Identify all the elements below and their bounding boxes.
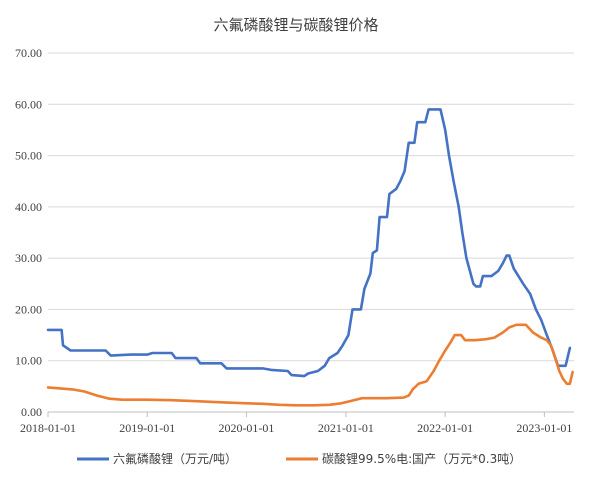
y-tick-label: 50.00: [15, 149, 42, 163]
legend-label-hexafluorophosphate: 六氟磷酸锂（万元/吨）: [113, 451, 237, 466]
legend-label-lithium-carbonate: 碳酸锂99.5%电:国产（万元*0.3吨）: [322, 451, 521, 466]
x-axis: 2018-01-01 2019-01-01 2020-01-01 2021-01-01…: [20, 412, 572, 435]
chart-title: 六氟磷酸锂与碳酸锂价格: [213, 16, 378, 34]
y-tick-label: 70.00: [15, 46, 42, 60]
grid-lines: [48, 52, 574, 413]
series-line-lithium-carbonate: [46, 323, 574, 407]
y-tick-label: 60.00: [15, 97, 42, 111]
y-tick-label: 10.00: [15, 354, 42, 368]
y-tick-label: 40.00: [15, 200, 42, 214]
x-tick-label: 2019-01-01: [119, 421, 175, 435]
x-tick-label: 2022-01-01: [417, 421, 473, 435]
y-tick-label: 20.00: [15, 302, 42, 316]
x-tick-label: 2021-01-01: [318, 421, 374, 435]
y-tick-label: 0.00: [21, 405, 42, 419]
y-axis: 0.00 10.00 20.00 30.00 40.00 50.00 60.00 70.00: [15, 46, 42, 419]
y-tick-label: 30.00: [15, 251, 42, 265]
series-line-hexafluorophosphate: [46, 108, 572, 378]
x-tick-label: 2023-01-01: [516, 421, 572, 435]
legend: 六氟磷酸锂（万元/吨） 碳酸锂99.5%电:国产（万元*0.3吨）: [77, 451, 521, 466]
series-layer: [46, 108, 574, 407]
x-tick-label: 2020-01-01: [218, 421, 274, 435]
x-tick-label: 2018-01-01: [20, 421, 76, 435]
